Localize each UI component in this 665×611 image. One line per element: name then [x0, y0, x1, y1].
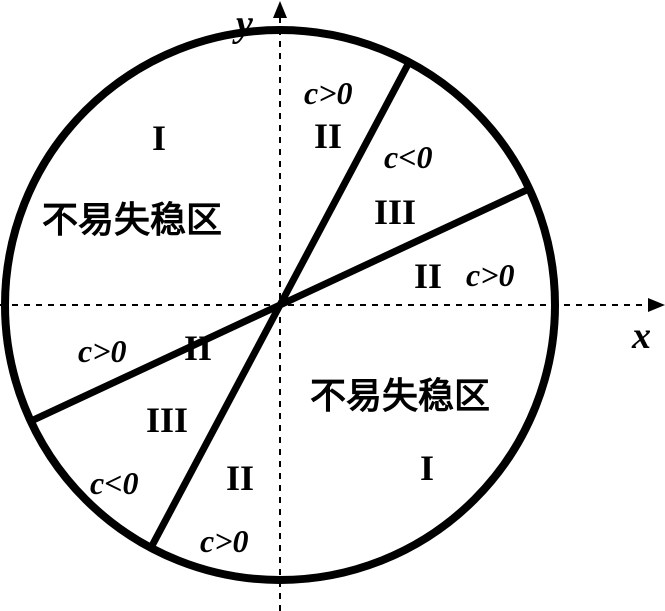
region-II-right: II [414, 256, 442, 296]
region-I-bot: I [420, 448, 434, 488]
cond-bot-clt0: c<0 [90, 465, 138, 501]
x-axis-label: x [631, 315, 651, 357]
region-II-left: II [184, 328, 212, 368]
cond-right-cgt0: c>0 [466, 257, 514, 293]
region-II-bot: II [226, 458, 254, 498]
stable-zone-label-top: 不易失稳区 [42, 200, 222, 240]
cond-top-clt0: c<0 [384, 139, 432, 175]
cond-left-cgt0: c>0 [78, 333, 126, 369]
y-axis-label: y [232, 3, 253, 45]
y-axis-arrow-icon [273, 1, 287, 18]
region-I-top: I [152, 118, 166, 158]
stable-zone-label-bot: 不易失稳区 [310, 376, 490, 416]
region-III-top: III [374, 192, 416, 232]
cond-top-cgt0: c>0 [304, 75, 352, 111]
region-III-bot: III [146, 400, 188, 440]
stability-region-diagram: y x I II III II I II III II c>0 c<0 c>0 … [0, 0, 665, 611]
x-axis-arrow-icon [648, 298, 665, 312]
cond-bot-cgt0: c>0 [200, 523, 248, 559]
region-II-top: II [314, 116, 342, 156]
